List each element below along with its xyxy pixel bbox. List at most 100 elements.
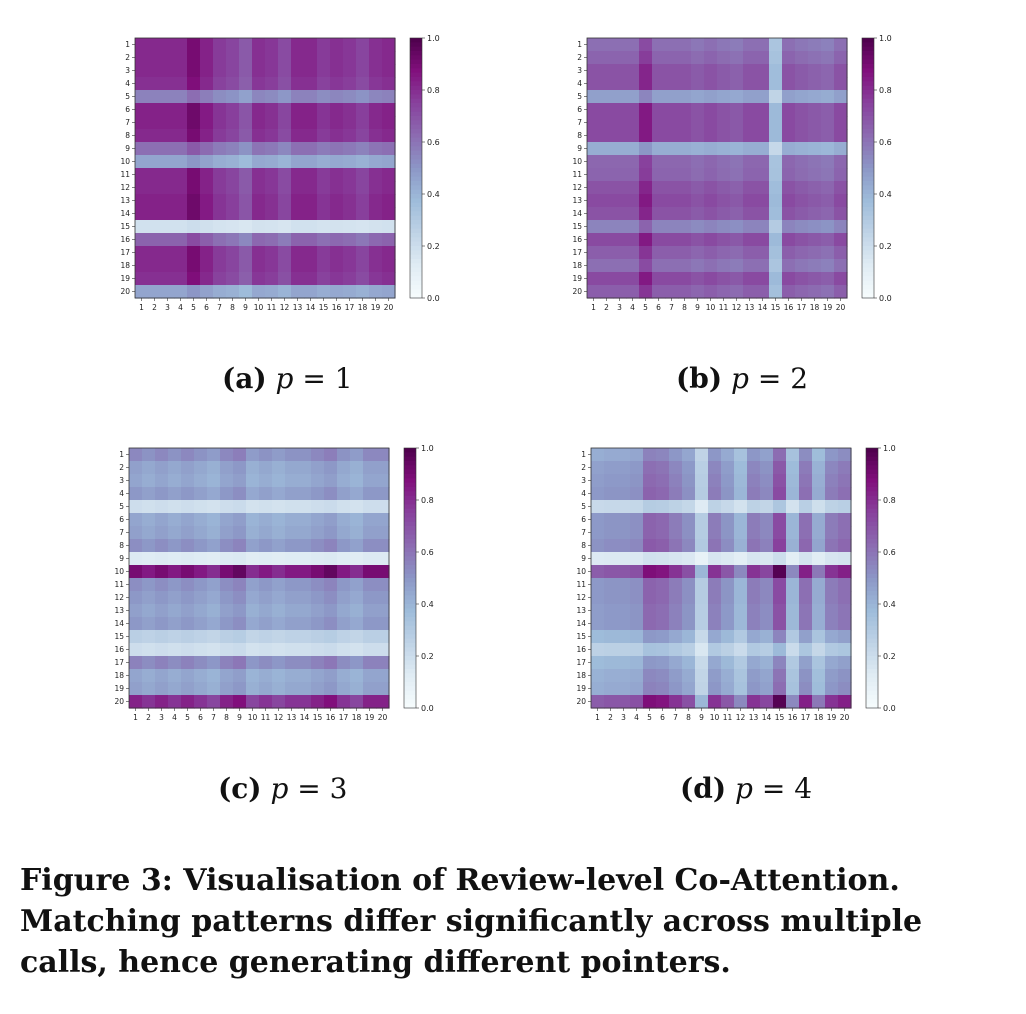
heatmap-cell	[142, 669, 156, 683]
colorbar-segment	[410, 103, 422, 108]
heatmap-cell	[226, 38, 240, 52]
heatmap-cell	[782, 194, 796, 208]
heatmap-cell	[272, 539, 286, 553]
heatmap-cell	[350, 565, 364, 579]
heatmap-cell	[734, 461, 748, 475]
x-tick: 4	[630, 298, 635, 312]
x-tick: 19	[827, 708, 836, 722]
heatmap-cell	[769, 272, 783, 286]
heatmap-cell	[350, 513, 364, 527]
subcaption-c-label: (c)	[218, 772, 262, 805]
heatmap-cell	[200, 103, 214, 117]
heatmap-cell	[207, 630, 221, 644]
x-tick: 7	[669, 298, 674, 312]
y-tick-label: 19	[576, 684, 586, 693]
heatmap-cell	[704, 116, 718, 130]
heatmap-cell	[630, 565, 644, 579]
heatmap-cell	[317, 142, 331, 156]
heatmap-cell	[304, 168, 318, 182]
heatmap-cell	[743, 259, 757, 273]
colorbar-segment	[404, 560, 416, 566]
heatmap-cell	[639, 259, 653, 273]
heatmap-cell	[734, 526, 748, 540]
colorbar-segment	[404, 504, 416, 510]
x-tick: 19	[365, 708, 374, 722]
colorbar-segment	[404, 521, 416, 527]
y-tick: 11	[120, 170, 135, 179]
heatmap-cell	[135, 155, 149, 169]
colorbar-segment	[866, 461, 878, 466]
colorbar-segment	[404, 517, 416, 523]
heatmap-cell	[786, 578, 800, 592]
heatmap-cell	[246, 500, 260, 514]
x-tick: 18	[810, 298, 819, 312]
heatmap-cell	[682, 578, 696, 592]
heatmap-cell	[174, 220, 188, 234]
heatmap-cell	[691, 103, 705, 117]
heatmap-cell	[369, 181, 383, 195]
heatmap-cell	[252, 142, 266, 156]
heatmap-cell	[730, 246, 744, 260]
colorbar-segment	[404, 591, 416, 596]
heatmap-cell	[187, 285, 201, 299]
heatmap-cell	[617, 500, 631, 514]
heatmap-cell	[643, 565, 657, 579]
heatmap-cell	[298, 461, 312, 475]
colorbar-segment	[866, 699, 878, 705]
heatmap-cell	[330, 129, 344, 143]
heatmap-cell	[756, 116, 770, 130]
y-tick: 16	[120, 235, 135, 244]
heatmap-cell	[721, 461, 735, 475]
heatmap-cell	[786, 461, 800, 475]
heatmap-cell	[665, 259, 679, 273]
heatmap-cell	[756, 90, 770, 104]
heatmap-cell	[747, 474, 761, 488]
heatmap-cell	[652, 77, 666, 91]
heatmap-cell	[174, 181, 188, 195]
colorbar-segment	[866, 604, 878, 609]
heatmap-cell	[695, 448, 709, 462]
heatmap-cell	[643, 591, 657, 605]
x-tick-label: 11	[261, 713, 271, 722]
heatmap-cell	[734, 513, 748, 527]
colorbar-segment	[410, 159, 422, 165]
heatmap-cell	[600, 207, 614, 221]
heatmap-cell	[808, 90, 822, 104]
heatmap-cell	[665, 142, 679, 156]
heatmap-cell	[691, 233, 705, 247]
colorbar-segment	[410, 94, 422, 100]
heatmap-cell	[291, 233, 305, 247]
heatmap-cell	[591, 656, 605, 670]
colorbar-segment	[866, 521, 878, 527]
colorbar-segment	[410, 289, 422, 295]
heatmap-cell	[786, 487, 800, 501]
heatmap-cell	[643, 526, 657, 540]
colorbar-segment	[404, 565, 416, 570]
heatmap-cell	[808, 168, 822, 182]
x-tick-label: 20	[378, 713, 388, 722]
heatmap-cell	[337, 461, 351, 475]
heatmap-cell	[265, 51, 279, 65]
x-tick: 11	[719, 298, 728, 312]
y-tick-label: 13	[120, 196, 130, 205]
heatmap-cell	[695, 695, 709, 709]
heatmap-cell	[721, 448, 735, 462]
heatmap-cell	[756, 181, 770, 195]
heatmap-cell	[613, 90, 627, 104]
colorbar-tick: 1.0	[878, 444, 896, 453]
heatmap-cell	[734, 682, 748, 696]
heatmap-cell	[678, 272, 692, 286]
y-tick: 3	[125, 66, 135, 75]
heatmap-cell	[708, 695, 722, 709]
x-tick-label: 8	[230, 303, 235, 312]
y-tick-label: 17	[120, 248, 130, 257]
heatmap-cell	[604, 591, 618, 605]
colorbar-segment	[404, 539, 416, 544]
subcaption-d-var: p	[734, 772, 753, 805]
x-tick-label: 13	[745, 303, 755, 312]
y-tick-label: 9	[125, 144, 130, 153]
colorbar-segment	[862, 276, 874, 282]
heatmap-cell	[363, 448, 377, 462]
heatmap-cell	[220, 487, 234, 501]
heatmap-cell	[356, 142, 370, 156]
